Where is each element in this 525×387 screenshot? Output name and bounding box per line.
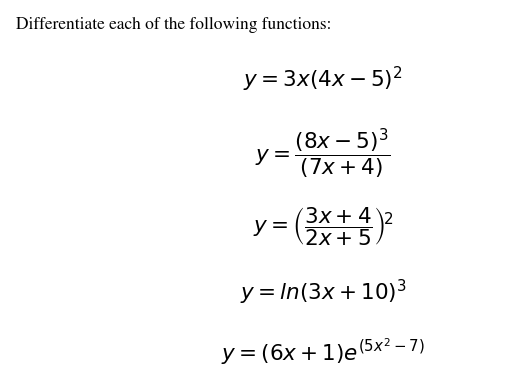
Text: Differentiate each of the following functions:: Differentiate each of the following func…	[16, 17, 331, 33]
Text: $y = 3x(4x-5)^2$: $y = 3x(4x-5)^2$	[243, 65, 403, 94]
Text: $y = \left(\dfrac{3x+4}{2x+5}\right)^{\!2}$: $y = \left(\dfrac{3x+4}{2x+5}\right)^{\!…	[253, 205, 393, 248]
Text: $y = ln(3x+10)^3$: $y = ln(3x+10)^3$	[239, 277, 406, 307]
Text: $y = \dfrac{(8x-5)^3}{(7x+4)}$: $y = \dfrac{(8x-5)^3}{(7x+4)}$	[255, 126, 391, 180]
Text: $y = (6x+1)e^{(5x^2-7)}$: $y = (6x+1)e^{(5x^2-7)}$	[221, 337, 425, 367]
